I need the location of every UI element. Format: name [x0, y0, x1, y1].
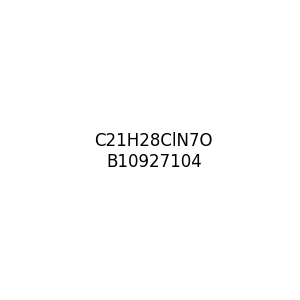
Text: C21H28ClN7O
B10927104: C21H28ClN7O B10927104	[94, 132, 213, 171]
